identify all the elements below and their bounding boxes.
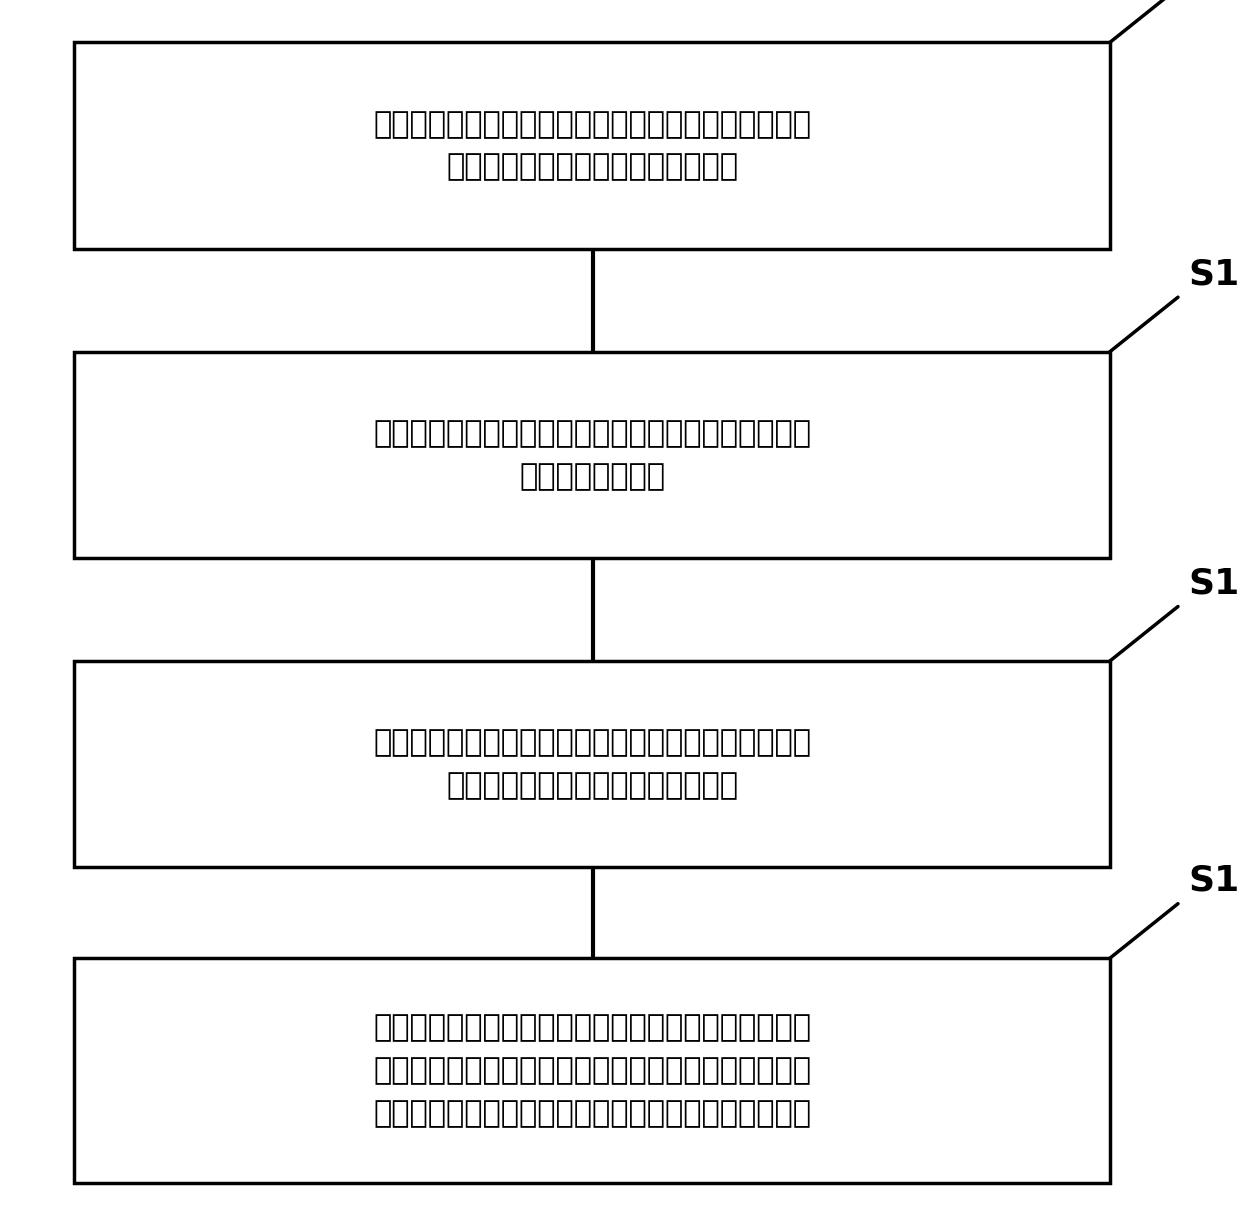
Bar bbox=[74, 352, 1110, 558]
Bar bbox=[74, 661, 1110, 867]
Text: 扫描步骤，通过安装在机器人上的深度相机获取视场范
围内所有物体的位置数据和距离数据: 扫描步骤，通过安装在机器人上的深度相机获取视场范 围内所有物体的位置数据和距离数… bbox=[373, 109, 811, 182]
Text: S102: S102 bbox=[1188, 257, 1240, 291]
Text: S103: S103 bbox=[1188, 566, 1240, 600]
Text: S104: S104 bbox=[1188, 864, 1240, 898]
Text: 控制步骤，当视场范围内存在凸起、凹陷或有障碍物的
路面状态时，生成控制指令，并将控制指令发送到机器
人，控制机器人避开凸起、凹陷或有障碍物的路面状态: 控制步骤，当视场范围内存在凸起、凹陷或有障碍物的 路面状态时，生成控制指令，并将… bbox=[373, 1013, 811, 1128]
Text: 提取步骤，从深度图像中提取路面状态数据；所述路面
状态数据包括路面状态及其位置数据: 提取步骤，从深度图像中提取路面状态数据；所述路面 状态数据包括路面状态及其位置数… bbox=[373, 728, 811, 801]
Bar bbox=[74, 42, 1110, 249]
Bar bbox=[74, 958, 1110, 1183]
Text: 生成步骤，根据视场范围内所有物体的位置数据和距离
数据生成深度图像: 生成步骤，根据视场范围内所有物体的位置数据和距离 数据生成深度图像 bbox=[373, 418, 811, 491]
